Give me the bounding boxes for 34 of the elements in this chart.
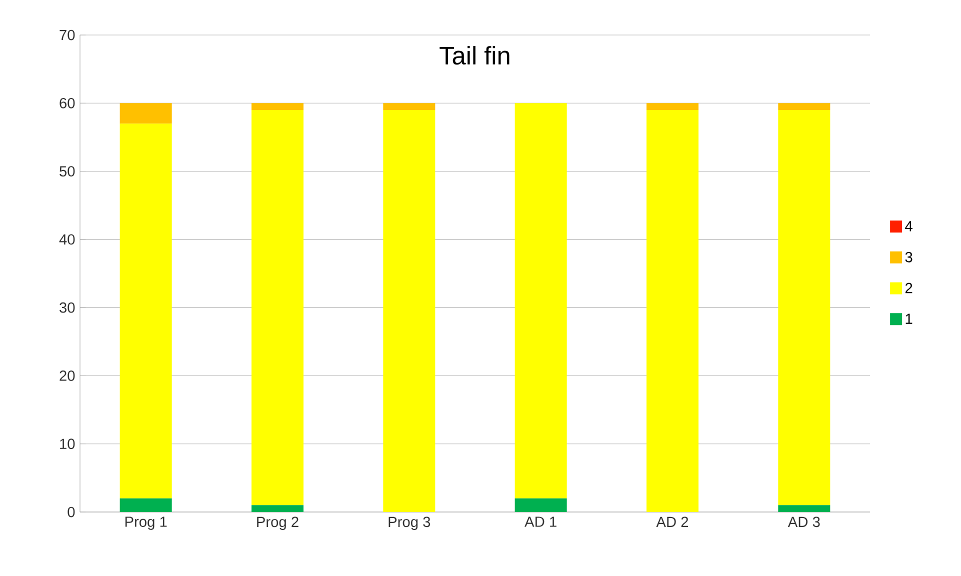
bar [514, 498, 567, 512]
bar [120, 498, 172, 512]
bar [383, 110, 436, 512]
bar [514, 103, 567, 498]
x-tick-label: Prog 3 [388, 516, 430, 530]
x-tick-label: Prog 1 [125, 516, 167, 530]
bar [646, 110, 698, 512]
chart-title: Tail fin [440, 46, 510, 65]
legend-label: 3 [905, 252, 912, 262]
x-tick-label: AD 3 [788, 516, 820, 528]
legend-label: 2 [905, 282, 912, 294]
x-tick-label: AD 1 [524, 516, 556, 527]
y-tick-label: 40 [59, 234, 75, 245]
y-tick-label: 70 [60, 30, 75, 40]
y-tick-label: 50 [60, 166, 75, 176]
bar [120, 103, 172, 124]
bar [778, 103, 830, 110]
y-tick-label: 30 [60, 302, 75, 313]
bar [252, 505, 304, 512]
bar [252, 110, 304, 506]
bar [778, 110, 830, 506]
x-tick-label: Prog 2 [257, 516, 298, 530]
legend-label: 1 [906, 314, 912, 324]
bar [120, 124, 172, 498]
bar [646, 103, 698, 110]
x-tick-label: AD 2 [656, 516, 688, 527]
y-tick-label: 20 [60, 370, 75, 381]
bar [383, 103, 436, 110]
y-tick-label: 10 [60, 438, 75, 450]
y-tick-label: 0 [68, 506, 75, 518]
bar [778, 505, 830, 512]
bar [252, 103, 304, 110]
y-tick-label: 60 [60, 98, 75, 108]
legend-label: 4 [905, 221, 912, 232]
